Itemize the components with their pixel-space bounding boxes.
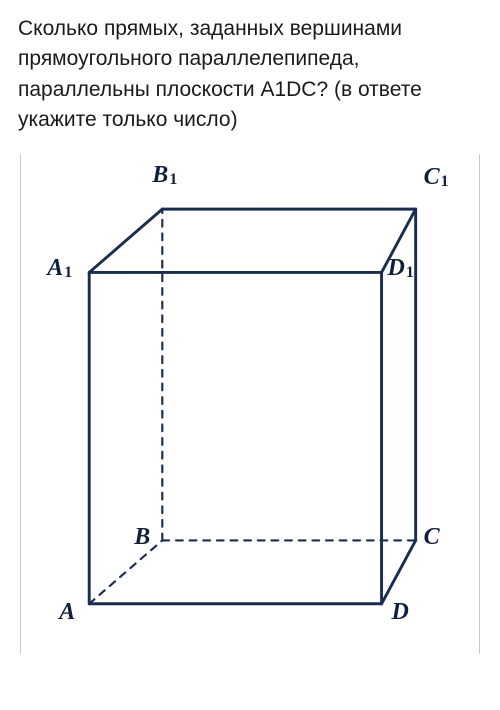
figure-frame: A D B C A1 D1 B1 C1 <box>20 154 480 654</box>
vertex-label-B: B <box>134 524 150 551</box>
vertex-label-D: D <box>392 599 409 626</box>
vertex-label-D1: D1 <box>388 255 414 282</box>
vertex-label-C1: C1 <box>424 164 449 191</box>
vertex-label-A1: A1 <box>47 255 72 282</box>
question-text: Сколько прямых, заданных вершинами прямо… <box>18 14 482 136</box>
vertex-label-A: A <box>59 599 75 626</box>
page-container: Сколько прямых, заданных вершинами прямо… <box>0 0 500 654</box>
vertex-label-B1: B1 <box>152 162 177 189</box>
vertex-label-C: C <box>424 524 440 551</box>
parallelepiped-diagram <box>21 154 479 654</box>
